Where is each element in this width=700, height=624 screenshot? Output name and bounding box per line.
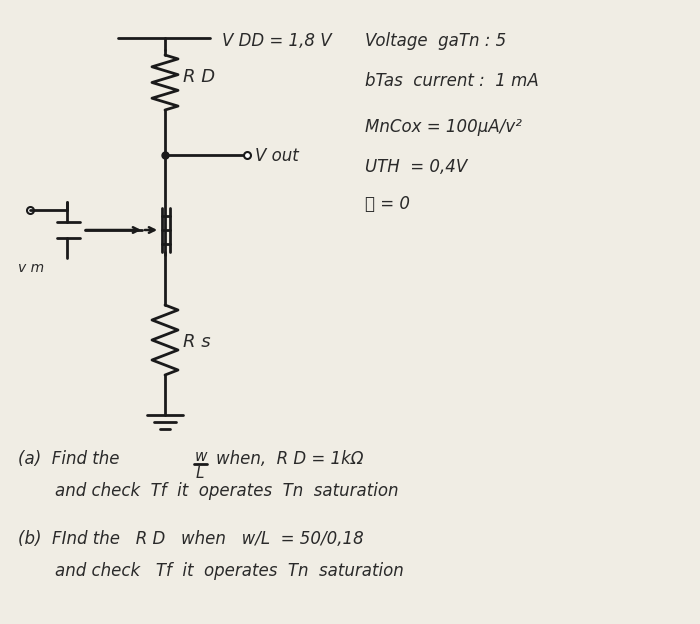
Text: w: w: [195, 449, 207, 464]
Text: and check   Tf  it  operates  Tn  saturation: and check Tf it operates Tn saturation: [55, 562, 404, 580]
Text: R s: R s: [183, 333, 211, 351]
Text: UTH  = 0,4V: UTH = 0,4V: [365, 158, 468, 176]
Text: R D: R D: [183, 69, 215, 87]
Text: V out: V out: [255, 147, 299, 165]
Text: (b)  FInd the   R D   when   w/L  = 50/0,18: (b) FInd the R D when w/L = 50/0,18: [18, 530, 364, 548]
Text: when,  R D = 1kΩ: when, R D = 1kΩ: [216, 450, 363, 468]
Text: V DD = 1,8 V: V DD = 1,8 V: [222, 32, 332, 50]
Text: L: L: [196, 466, 204, 481]
Text: (a)  Find the: (a) Find the: [18, 450, 120, 468]
Text: v m: v m: [18, 261, 44, 275]
Text: MnCox = 100μA/v²: MnCox = 100μA/v²: [365, 118, 522, 136]
Text: bTas  current :  1 mA: bTas current : 1 mA: [365, 72, 539, 90]
Text: and check  Tf  it  operates  Tn  saturation: and check Tf it operates Tn saturation: [55, 482, 398, 500]
Text: 笿 = 0: 笿 = 0: [365, 195, 410, 213]
Text: Voltage  gaTn : 5: Voltage gaTn : 5: [365, 32, 506, 50]
